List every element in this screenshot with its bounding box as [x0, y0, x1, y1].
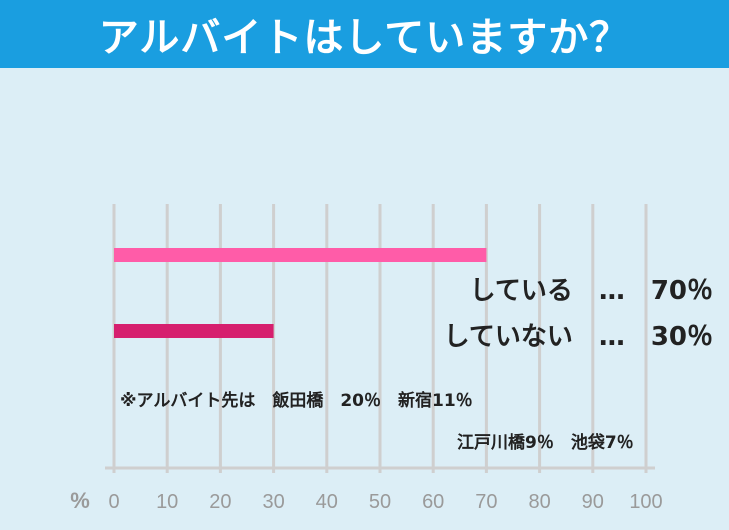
x-axis-unit-label: % [70, 488, 90, 513]
x-tick-label-90: 90 [582, 491, 604, 513]
x-tick-label-20: 20 [209, 491, 231, 513]
annotation-workplaces-1: ※アルバイト先は 飯田橋 20％ 新宿11％ [120, 391, 473, 411]
x-tick-label-0: 0 [108, 491, 119, 513]
bar-chart: 0 10 20 30 40 50 60 70 80 90 100% [70, 204, 663, 513]
x-tick-label-70: 70 [475, 491, 497, 513]
bar-no [114, 324, 274, 338]
bar-label-no: していない … 30％ [443, 322, 713, 352]
x-tick-label-10: 10 [156, 491, 178, 513]
x-tick-label-100: 100 [629, 491, 662, 513]
x-tick-label-40: 40 [316, 491, 338, 513]
annotation-workplaces-2: 江戸川橋9％ 池袋7％ [457, 433, 634, 453]
x-tick-label-80: 80 [528, 491, 550, 513]
x-tick-label-60: 60 [422, 491, 444, 513]
chart-title: アルバイトはしていますか？ [98, 15, 631, 61]
bar-yes [114, 248, 487, 262]
chart-area: 0 10 20 30 40 50 60 70 80 90 100% している … 70％ していない… [0, 68, 729, 530]
title-banner: アルバイトはしていますか？ [0, 0, 729, 68]
x-tick-label-50: 50 [369, 491, 391, 513]
bar-label-yes: している … 70％ [469, 276, 713, 306]
x-tick-label-30: 30 [262, 491, 284, 513]
